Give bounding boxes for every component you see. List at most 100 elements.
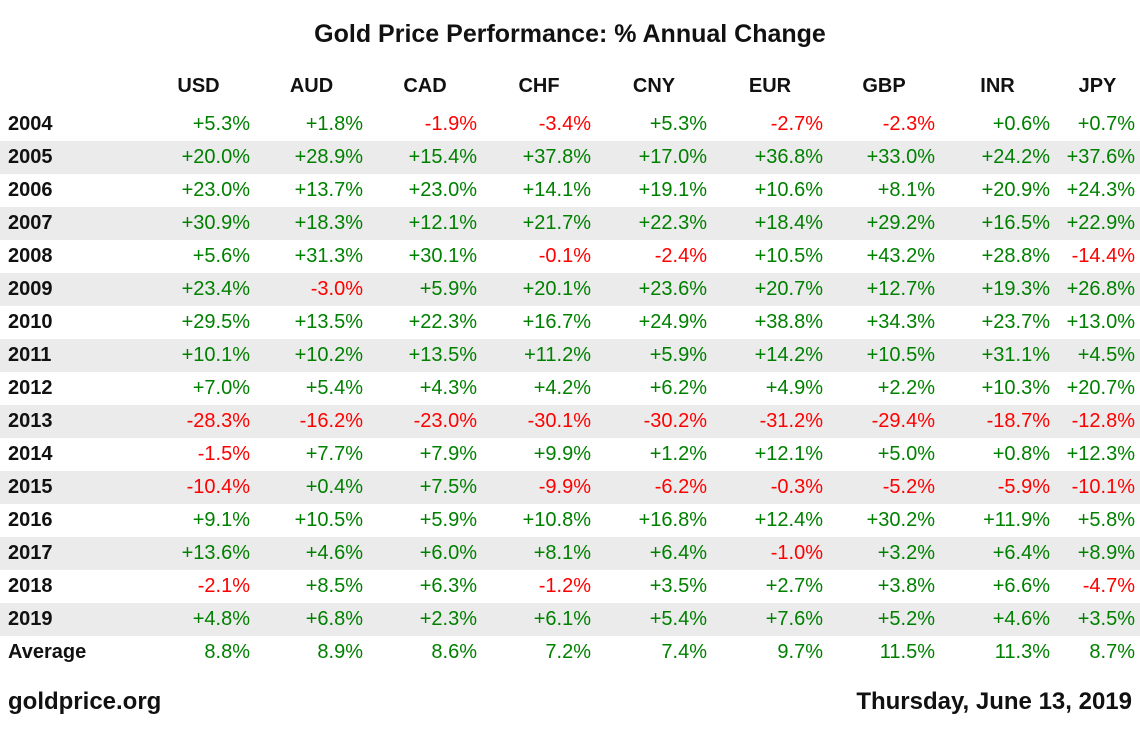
table-cell: +18.3% xyxy=(294,212,363,234)
table-row-2018: 2018 -2.1% +8.5% +6.3% -1.2% +3.5% +2.7% +3.8% +… xyxy=(0,570,1140,603)
row-label: 2017 xyxy=(8,542,53,564)
column-header-aud: AUD xyxy=(289,74,334,97)
table-cell: +8.9% xyxy=(1077,542,1135,564)
table-cell: +5.9% xyxy=(419,278,477,300)
table-cell: +31.1% xyxy=(981,344,1050,366)
table-cell: +34.3% xyxy=(866,311,935,333)
table-cell: -5.2% xyxy=(882,476,935,498)
table-cell: +28.8% xyxy=(981,245,1050,267)
table-cell: +36.8% xyxy=(754,146,823,168)
table-cell: -1.0% xyxy=(770,542,823,564)
table-cell: +19.1% xyxy=(638,179,707,201)
table-cell: +14.1% xyxy=(522,179,591,201)
table-row-2014: 2014 -1.5% +7.7% +7.9% +9.9% +1.2% +12.1% +5.0%… xyxy=(0,438,1140,471)
table-cell: -10.1% xyxy=(1071,476,1135,498)
row-label: 2015 xyxy=(8,476,53,498)
table-cell: +18.4% xyxy=(754,212,823,234)
table-cell: +6.6% xyxy=(992,575,1050,597)
table-cell: -14.4% xyxy=(1071,245,1135,267)
table-cell: +20.1% xyxy=(522,278,591,300)
table-cell: +7.0% xyxy=(192,377,250,399)
row-label: Average xyxy=(8,641,87,663)
table-cell: -2.7% xyxy=(770,113,823,135)
table-cell: +23.0% xyxy=(181,179,250,201)
table-cell: -31.2% xyxy=(759,410,823,432)
table-cell: +12.1% xyxy=(408,212,477,234)
row-label: 2008 xyxy=(8,245,53,267)
table-row-2005: 2005 +20.0% +28.9% +15.4% +37.8% +17.0% +36.8%… xyxy=(0,141,1140,174)
table-cell: +4.6% xyxy=(992,608,1050,630)
site-name: goldprice.org xyxy=(8,688,162,715)
table-cell: +38.8% xyxy=(754,311,823,333)
table-cell: +23.6% xyxy=(638,278,707,300)
table-cell: +23.4% xyxy=(181,278,250,300)
table-row-2016: 2016 +9.1% +10.5% +5.9% +10.8% +16.8% +12.4% +3… xyxy=(0,504,1140,537)
column-header-cad: CAD xyxy=(403,74,447,97)
table-cell: +5.0% xyxy=(877,443,935,465)
table-cell: -18.7% xyxy=(986,410,1050,432)
table-cell: +19.3% xyxy=(981,278,1050,300)
table-cell: +15.4% xyxy=(408,146,477,168)
table-cell: +7.9% xyxy=(419,443,477,465)
table-cell: +16.8% xyxy=(638,509,707,531)
table-cell: +10.2% xyxy=(294,344,363,366)
table-row-2015: 2015 -10.4% +0.4% +7.5% -9.9% -6.2% -0.3% -5.2%… xyxy=(0,471,1140,504)
table-cell: +2.7% xyxy=(765,575,823,597)
table-cell: 8.6% xyxy=(431,641,477,663)
column-header-jpy: JPY xyxy=(1078,74,1117,97)
table-cell: +20.7% xyxy=(754,278,823,300)
table-cell: +7.5% xyxy=(419,476,477,498)
table-cell: +4.8% xyxy=(192,608,250,630)
table-cell: +3.5% xyxy=(649,575,707,597)
table-cell: +23.0% xyxy=(408,179,477,201)
table-cell: -1.2% xyxy=(538,575,591,597)
table-row-2004: 2004 +5.3% +1.8% -1.9% -3.4% +5.3% -2.7% -2.3% +… xyxy=(0,108,1140,141)
table-cell: -6.2% xyxy=(654,476,707,498)
table-cell: +5.6% xyxy=(192,245,250,267)
table-cell: -12.8% xyxy=(1071,410,1135,432)
table-cell: 11.5% xyxy=(879,641,935,663)
table-cell: +4.5% xyxy=(1077,344,1135,366)
table-cell: -0.3% xyxy=(770,476,823,498)
table-cell: +10.3% xyxy=(981,377,1050,399)
table-cell: +26.8% xyxy=(1066,278,1135,300)
table-cell: +33.0% xyxy=(866,146,935,168)
table-row-2010: 2010 +29.5% +13.5% +22.3% +16.7% +24.9% +38.8%… xyxy=(0,306,1140,339)
table-cell: 8.8% xyxy=(204,641,250,663)
table-cell: -2.1% xyxy=(197,575,250,597)
table-cell: 7.4% xyxy=(661,641,707,663)
table-cell: +12.7% xyxy=(866,278,935,300)
table-cell: -5.9% xyxy=(997,476,1050,498)
table-cell: -9.9% xyxy=(538,476,591,498)
page-title: Gold Price Performance: % Annual Change xyxy=(314,20,826,48)
table-cell: +4.2% xyxy=(533,377,591,399)
table-cell: +6.4% xyxy=(992,542,1050,564)
table-cell: +6.8% xyxy=(305,608,363,630)
table-cell: +4.6% xyxy=(305,542,363,564)
table-row-2007: 2007 +30.9% +18.3% +12.1% +21.7% +22.3% +18.4%… xyxy=(0,207,1140,240)
table-cell: +10.5% xyxy=(294,509,363,531)
table-cell: -23.0% xyxy=(413,410,477,432)
table-cell: +29.5% xyxy=(181,311,250,333)
table-cell: 7.2% xyxy=(545,641,591,663)
table-cell: +29.2% xyxy=(866,212,935,234)
row-label: 2006 xyxy=(8,179,53,201)
table-cell: -30.2% xyxy=(643,410,707,432)
table-cell: +43.2% xyxy=(866,245,935,267)
row-label: 2007 xyxy=(8,212,53,234)
table-cell: +7.6% xyxy=(765,608,823,630)
table-cell: +6.4% xyxy=(649,542,707,564)
table-cell: +10.5% xyxy=(866,344,935,366)
table-cell: +30.9% xyxy=(181,212,250,234)
table-row-2011: 2011 +10.1% +10.2% +13.5% +11.2% +5.9% +14.2% +… xyxy=(0,339,1140,372)
header-row: USD AUD CAD CHF CNY EUR GBP INR JPY xyxy=(0,64,1140,108)
table-cell: +2.2% xyxy=(877,377,935,399)
table-row-2008: 2008 +5.6% +31.3% +30.1% -0.1% -2.4% +10.5% +43… xyxy=(0,240,1140,273)
table-cell: +11.2% xyxy=(524,344,591,366)
table-cell: +23.7% xyxy=(981,311,1050,333)
table-row-2017: 2017 +13.6% +4.6% +6.0% +8.1% +6.4% -1.0% +3.2%… xyxy=(0,537,1140,570)
table-cell: +6.2% xyxy=(649,377,707,399)
table-cell: +24.9% xyxy=(638,311,707,333)
table-cell: +3.2% xyxy=(877,542,935,564)
table-cell: -3.0% xyxy=(310,278,363,300)
